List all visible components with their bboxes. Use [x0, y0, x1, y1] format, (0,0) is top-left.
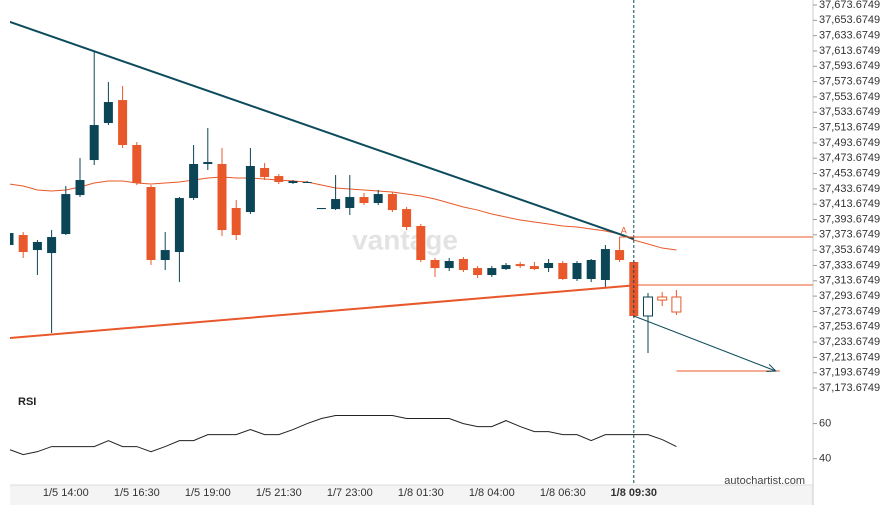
candle-body	[345, 197, 355, 208]
candle-body	[529, 266, 539, 270]
candle-body	[629, 261, 639, 317]
y-tick-label: 37,413.6749	[819, 198, 880, 210]
candle-body	[89, 125, 99, 161]
candle-body	[600, 249, 610, 280]
candle-body	[373, 194, 383, 204]
plot-background	[10, 0, 813, 485]
y-tick-label: 37,613.6749	[819, 45, 880, 57]
candle-body	[146, 186, 156, 261]
y-tick-label: 37,193.6749	[819, 367, 880, 379]
candle-body	[10, 233, 14, 245]
forecast-arrow	[633, 315, 776, 371]
resistance-line	[10, 20, 635, 240]
candle-body	[118, 100, 128, 146]
candle-body	[260, 168, 270, 178]
candle-body	[544, 262, 554, 269]
candle-body	[189, 164, 199, 199]
candle-body	[103, 102, 113, 124]
x-tick-label: 1/8 04:00	[469, 487, 515, 499]
candle-body	[32, 242, 42, 251]
candle-body	[160, 250, 170, 261]
candle-body	[217, 164, 227, 231]
candle-body	[416, 225, 426, 261]
candle-body	[274, 176, 284, 183]
candle-body	[75, 180, 85, 196]
y-tick-label: 37,373.6749	[819, 229, 880, 241]
y-tick-label: 37,653.6749	[819, 14, 880, 26]
candle-body	[671, 296, 682, 313]
candle-body	[203, 162, 213, 165]
y-tick-label: 37,313.6749	[819, 275, 880, 287]
candle-body	[288, 181, 298, 184]
y-tick-label: 37,273.6749	[819, 305, 880, 317]
y-tick-label: 37,453.6749	[819, 167, 880, 179]
price-plot	[10, 20, 682, 354]
x-tick-label: 1/8 09:30	[611, 487, 657, 499]
y-tick-label: 37,513.6749	[819, 121, 880, 133]
x-tick-label: 1/5 14:00	[43, 487, 89, 499]
candle-body	[615, 250, 625, 261]
y-tick-label: 37,533.6749	[819, 106, 880, 118]
point-label: A	[621, 225, 627, 235]
support-line	[10, 284, 634, 339]
candle-body	[430, 260, 440, 269]
y-tick-label: 37,573.6749	[819, 76, 880, 88]
x-axis-band	[10, 485, 813, 505]
y-tick-label: 37,173.6749	[819, 382, 880, 394]
y-tick-label: 37,333.6749	[819, 259, 880, 271]
candle-body	[245, 166, 255, 213]
y-tick-label: 37,293.6749	[819, 290, 880, 302]
candle-body	[657, 296, 668, 301]
y-tick-label: 37,233.6749	[819, 336, 880, 348]
y-tick-label: 37,473.6749	[819, 152, 880, 164]
y-tick-label: 37,633.6749	[819, 30, 880, 42]
candle-body	[572, 262, 582, 280]
candle-body	[302, 182, 312, 184]
candle-body	[515, 264, 525, 267]
moving-average	[10, 176, 677, 251]
candle-body	[444, 261, 454, 269]
x-tick-label: 1/8 06:30	[540, 487, 586, 499]
y-tick-label: 37,253.6749	[819, 321, 880, 333]
candle-body	[359, 197, 369, 204]
candle-body	[174, 198, 184, 253]
rsi-title: RSI	[18, 396, 36, 408]
rsi-line	[9, 415, 677, 456]
candle-body	[586, 260, 596, 280]
y-tick-label: 37,673.6749	[819, 0, 880, 11]
candle-body	[473, 268, 483, 276]
source-label: autochartist.com	[724, 475, 805, 487]
x-tick-label: 1/7 23:00	[327, 487, 373, 499]
candle-body	[61, 194, 71, 235]
candle-body	[458, 259, 468, 271]
candle-body	[47, 237, 57, 254]
y-tick-label: 37,353.6749	[819, 244, 880, 256]
candle-body	[387, 194, 397, 211]
x-tick-label: 1/8 01:30	[398, 487, 444, 499]
candle-body	[316, 207, 326, 210]
x-tick-label: 1/5 21:30	[256, 487, 302, 499]
y-tick-label: 37,553.6749	[819, 91, 880, 103]
x-tick-label: 1/5 16:30	[114, 487, 160, 499]
y-tick-label: 37,593.6749	[819, 60, 880, 72]
rsi-tick-label: 40	[819, 453, 831, 465]
x-tick-label: 1/5 19:00	[185, 487, 231, 499]
candle-body	[331, 199, 341, 210]
candle-body	[132, 145, 142, 184]
candle-body	[643, 296, 653, 317]
candle-body	[231, 207, 241, 236]
rsi-tick-label: 60	[819, 417, 831, 429]
candle-body	[558, 262, 568, 280]
candle-body	[487, 268, 497, 276]
candle-body	[501, 265, 511, 270]
candle-body	[18, 235, 28, 253]
y-tick-label: 37,213.6749	[819, 351, 880, 363]
watermark: vantage	[352, 224, 458, 255]
y-tick-label: 37,433.6749	[819, 183, 880, 195]
candle-body	[402, 209, 412, 227]
y-tick-label: 37,393.6749	[819, 213, 880, 225]
y-tick-label: 37,493.6749	[819, 137, 880, 149]
